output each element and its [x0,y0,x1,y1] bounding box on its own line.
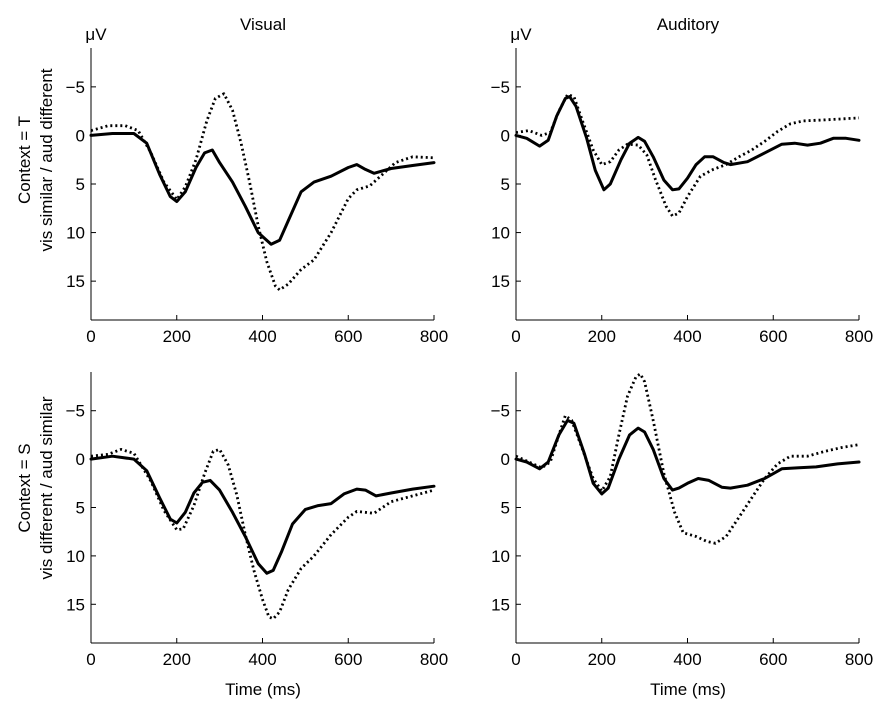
x-tick-label: 800 [420,327,448,346]
panel-auditory-context-t: 0 200 400 600 800 −5 0 5 10 15 [491,48,873,346]
y-tick-label: 5 [76,175,85,194]
y-tick-label: 10 [66,547,85,566]
solid-series-line [89,454,436,575]
dotted-series-line [515,93,860,218]
unit-label-left: μV [85,25,107,44]
y-tick-label: 0 [76,450,85,469]
y-tick-label: −5 [66,78,85,97]
dotted-series-line [90,92,435,292]
x-tick-label: 800 [845,327,873,346]
row-label-bottom-line2: vis different / aud similar [37,396,56,579]
y-tick-label: −5 [66,402,85,421]
panel-visual-context-t: 0 200 400 600 800 −5 0 5 10 15 [66,48,448,346]
panel-auditory-context-s: 0 200 400 600 800 −5 0 5 10 15 [491,372,873,669]
y-tick-label: 15 [66,272,85,291]
x-tick-label: 0 [86,650,95,669]
y-tick-label: 0 [76,126,85,145]
row-label-bottom: Context = S vis different / aud similar [15,396,56,579]
solid-series-line [514,418,861,496]
dotted-series-line [515,372,860,545]
x-tick-label: 800 [420,650,448,669]
y-tick-label: 10 [491,547,510,566]
column-title-auditory: Auditory [657,15,720,34]
y-tick-label: 10 [66,224,85,243]
solid-series-line [514,95,861,192]
y-tick-label: 15 [66,595,85,614]
x-tick-label: 600 [759,327,787,346]
y-tick-label: −5 [491,402,510,421]
dotted-series-line [90,448,435,621]
y-tick-label: 15 [491,595,510,614]
x-tick-label: 600 [334,650,362,669]
y-tick-label: −5 [491,78,510,97]
x-tick-label: 200 [163,327,191,346]
x-tick-label: 200 [163,650,191,669]
y-tick-label: 5 [501,175,510,194]
x-tick-label: 400 [248,650,276,669]
x-tick-label: 800 [845,650,873,669]
y-tick-label: 0 [501,126,510,145]
x-tick-label: 200 [588,327,616,346]
row-label-bottom-line1: Context = S [15,443,34,532]
x-tick-label: 400 [673,650,701,669]
x-tick-label: 0 [86,327,95,346]
y-tick-label: 5 [76,499,85,518]
x-tick-label: 400 [248,327,276,346]
x-tick-label: 200 [588,650,616,669]
panel-visual-context-s: 0 200 400 600 800 −5 0 5 10 15 [66,372,448,669]
row-label-top-line2: vis similar / aud different [37,68,56,251]
row-label-top: Context = T vis similar / aud different [15,68,56,251]
x-tick-label: 400 [673,327,701,346]
x-tick-label: 0 [511,327,520,346]
row-label-top-line1: Context = T [15,116,34,204]
column-title-visual: Visual [240,15,286,34]
y-tick-label: 15 [491,272,510,291]
x-tick-label: 600 [334,327,362,346]
y-tick-label: 0 [501,450,510,469]
x-tick-label: 0 [511,650,520,669]
solid-series-line [89,132,436,246]
unit-label-right: μV [510,25,532,44]
y-tick-label: 5 [501,499,510,518]
x-axis-label-left: Time (ms) [225,680,301,699]
y-tick-label: 10 [491,224,510,243]
x-axis-label-right: Time (ms) [650,680,726,699]
x-tick-label: 600 [759,650,787,669]
